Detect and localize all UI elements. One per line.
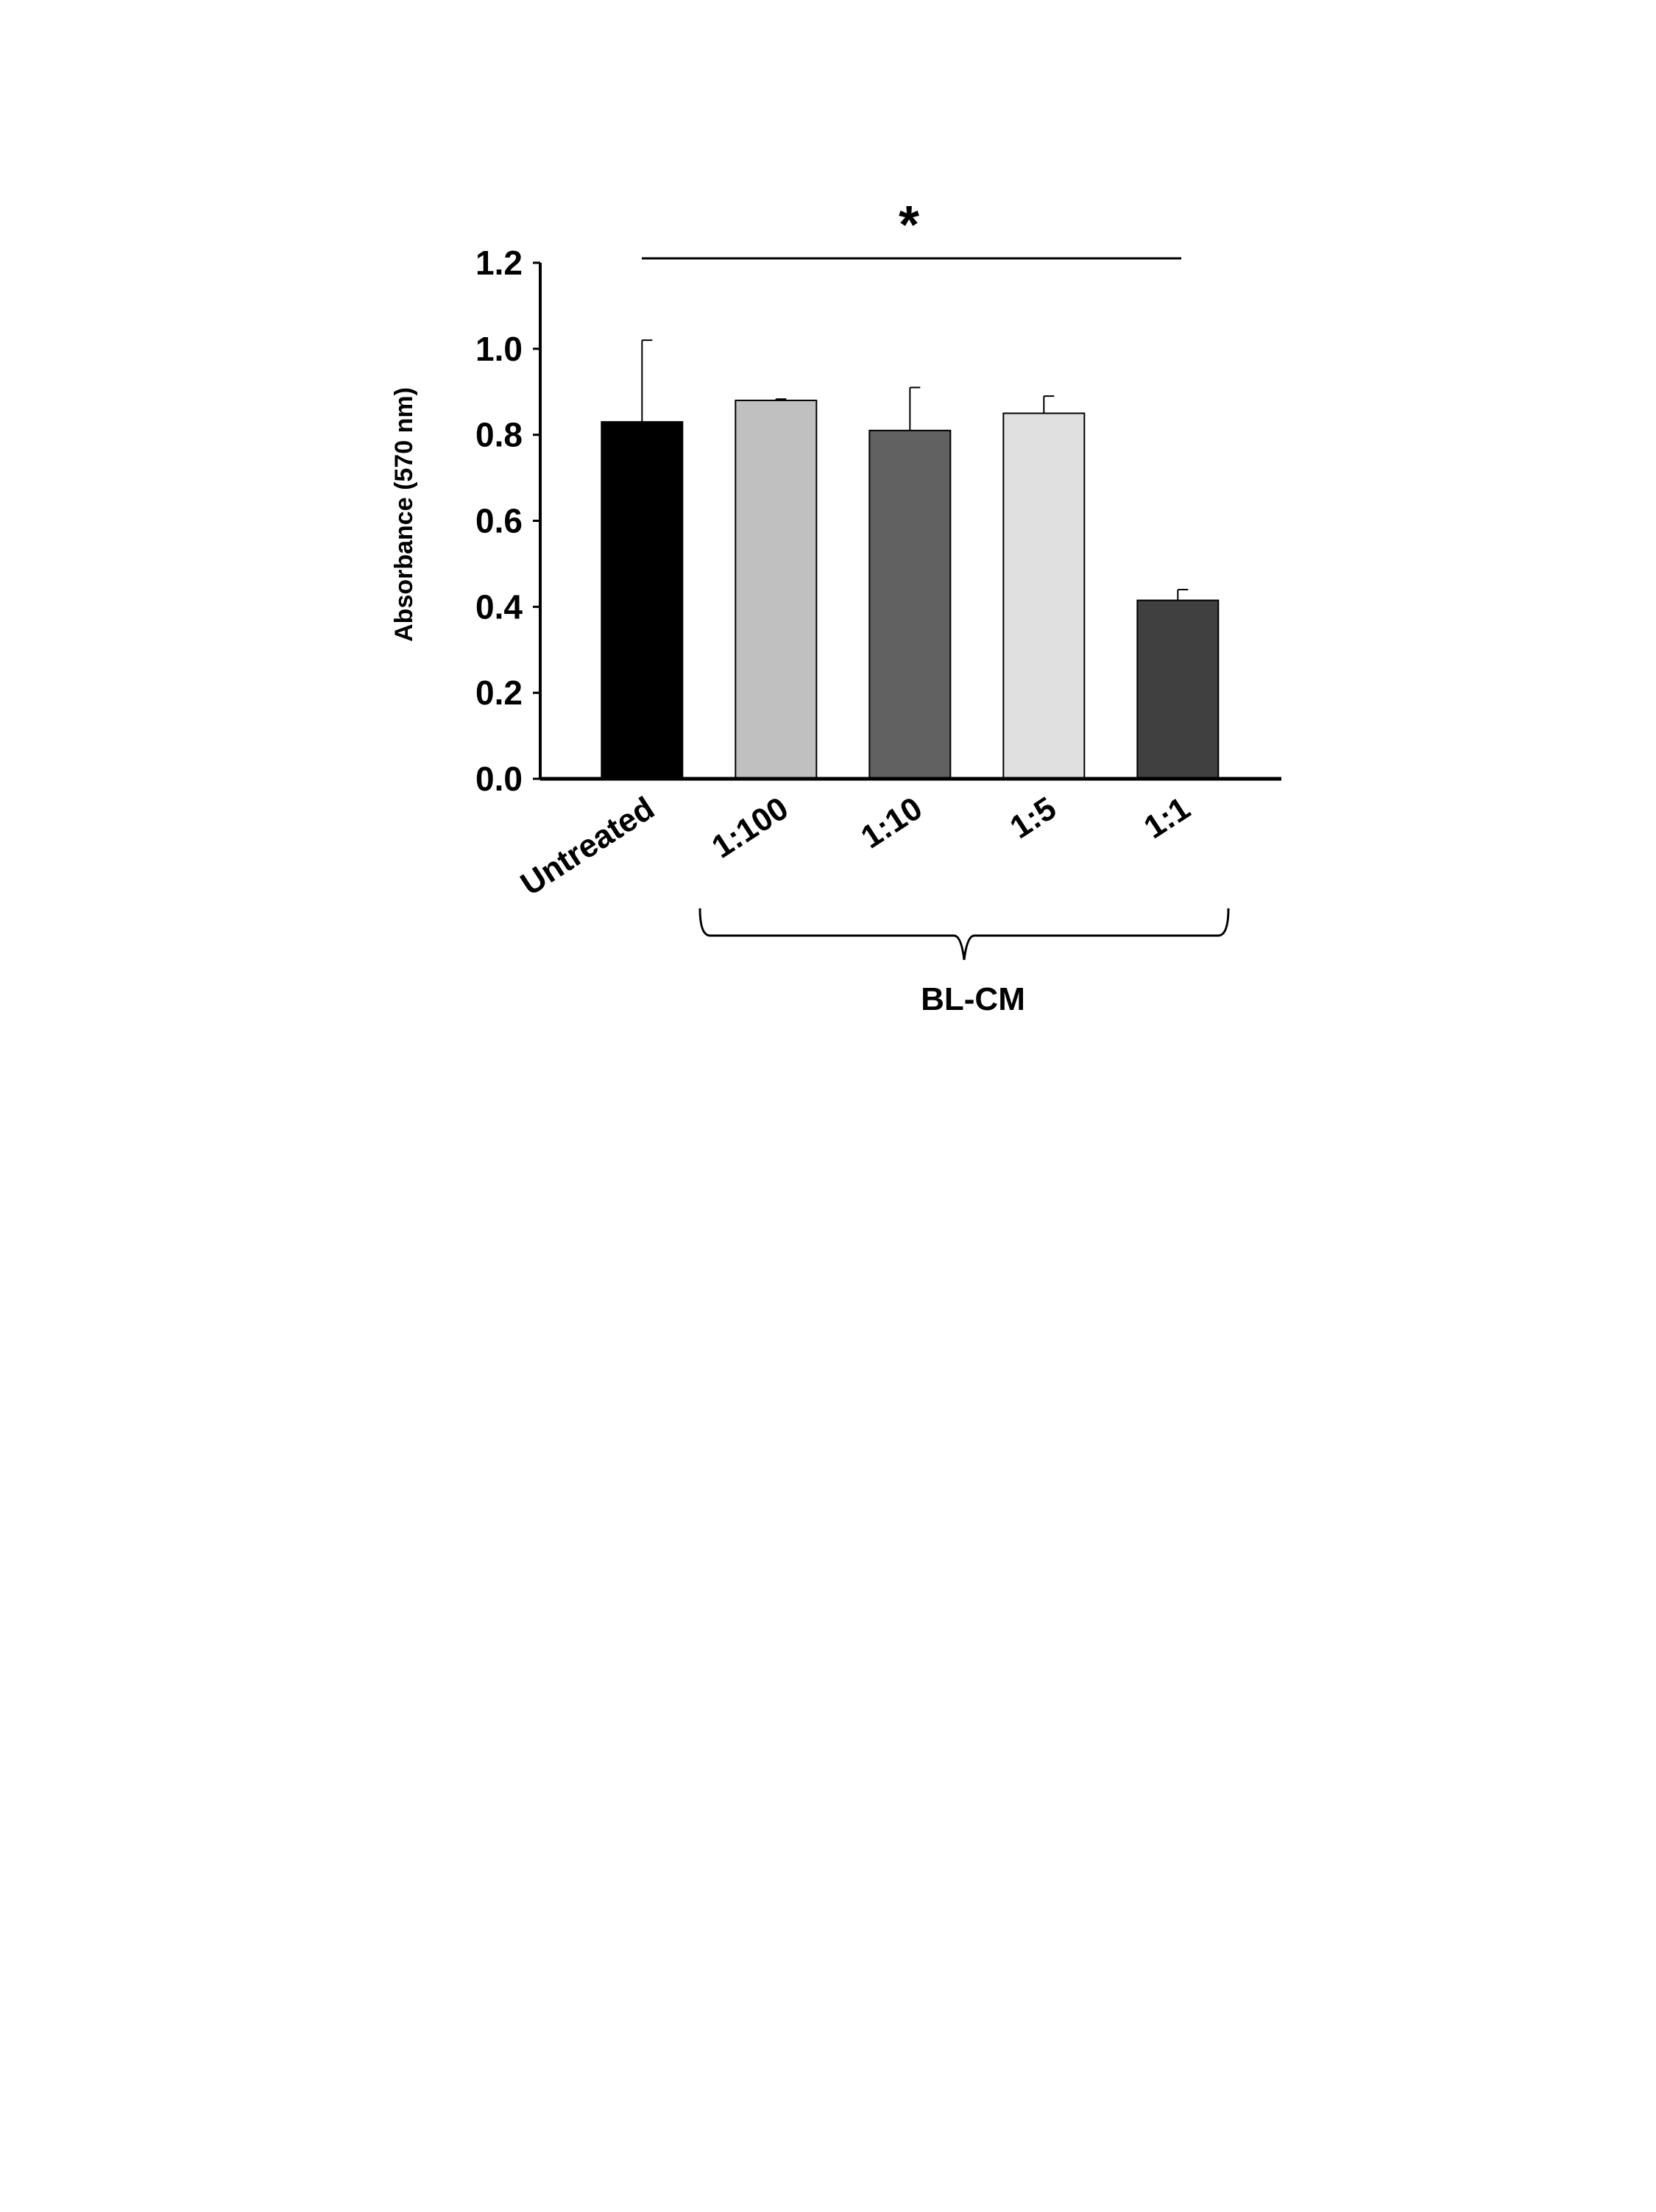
significance-star: * [899, 196, 919, 255]
x-tick-label: Untreated [514, 790, 661, 902]
x-tick-label: 1:100 [706, 790, 795, 865]
group-label: BL-CM [921, 981, 1025, 1017]
y-tick-label: 0.6 [475, 502, 523, 540]
y-tick-label: 1.0 [475, 330, 523, 368]
bar [601, 421, 684, 780]
y-tick-label: 0.8 [475, 416, 523, 454]
group-bracket [698, 908, 1230, 961]
bar [1136, 599, 1220, 780]
bar [735, 399, 818, 780]
x-tick-label: 1:10 [854, 790, 929, 855]
x-tick-label: 1:5 [1004, 790, 1063, 846]
y-axis-label: Absorbance (570 nm) [390, 387, 418, 642]
y-tick-label: 0.2 [475, 674, 523, 712]
y-tick-label: 1.2 [475, 244, 523, 282]
bar [1002, 412, 1086, 780]
y-tick-label: 0.0 [475, 760, 523, 798]
y-tick-label: 0.4 [475, 587, 523, 626]
x-tick-label: 1:1 [1138, 790, 1197, 846]
bar [868, 429, 952, 780]
